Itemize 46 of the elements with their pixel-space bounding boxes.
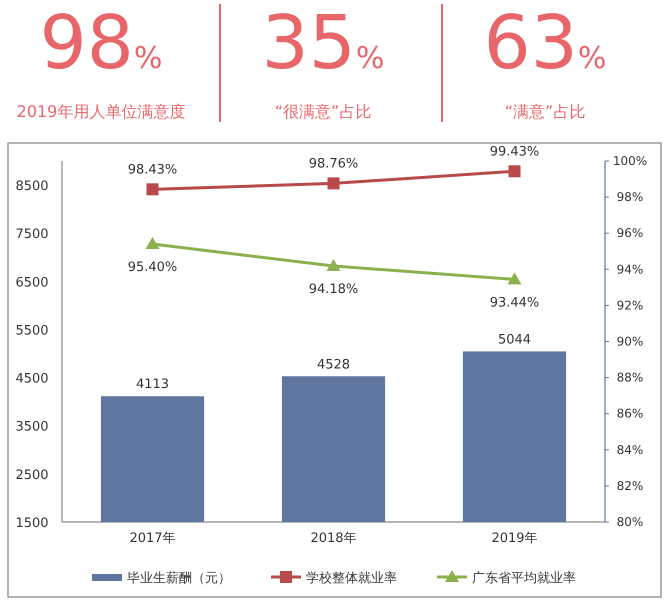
legend-label: 学校整体就业率 [306,570,397,586]
data-label: 93.44% [490,295,540,310]
y-tick-label: 5500 [15,323,49,338]
y2-tick-label: 98% [616,190,644,204]
y2-tick-label: 82% [616,478,644,493]
x-tick-label: 2018年 [310,531,357,546]
y-tick-label: 6500 [15,275,49,290]
text: 63% [484,0,606,86]
y-tick-label: 3500 [15,420,49,435]
y2-tick-label: 88% [616,370,644,385]
y2-tick-label: 90% [616,334,644,348]
x-tick-label: 2019年 [491,531,538,546]
y2-tick-label: 92% [616,298,644,312]
y-tick-label: 2500 [15,468,49,483]
y-tick-label: 8500 [15,179,49,194]
point [146,183,158,196]
data-label: 98.76% [308,156,358,172]
text: “满意”占比 [504,102,586,121]
data-label: 95.40% [128,260,178,276]
data-label: 4113 [136,377,170,392]
data-label: 99.43% [490,144,540,160]
data-label: 94.18% [308,282,358,298]
data-label: 98.43% [128,162,178,178]
y2-tick-label: 86% [616,406,644,421]
point [508,272,522,284]
y2-tick-label: 100% [612,154,648,168]
text: 35% [262,0,384,86]
y2-tick-label: 96% [616,226,644,240]
text: 2019年用人单位满意度 [16,102,186,121]
point [328,177,340,190]
y2-tick-label: 84% [616,442,644,457]
y-tick-label: 1500 [15,516,49,531]
y2-tick-label: 80% [616,515,644,529]
legend-label: 广东省平均就业率 [472,570,576,586]
y-tick-label: 7500 [15,227,49,242]
y2-tick-label: 94% [616,262,644,276]
data-label: 4528 [316,357,350,372]
data-label: 5044 [498,332,532,348]
x-tick-label: 2017年 [129,531,176,546]
point [508,165,520,178]
text: 98% [40,0,162,86]
point [326,259,340,272]
text: “很满意”占比 [274,102,372,121]
point [146,237,160,250]
legend-label: 毕业生薪酬（元） [127,571,231,586]
y-tick-label: 4500 [15,372,49,387]
